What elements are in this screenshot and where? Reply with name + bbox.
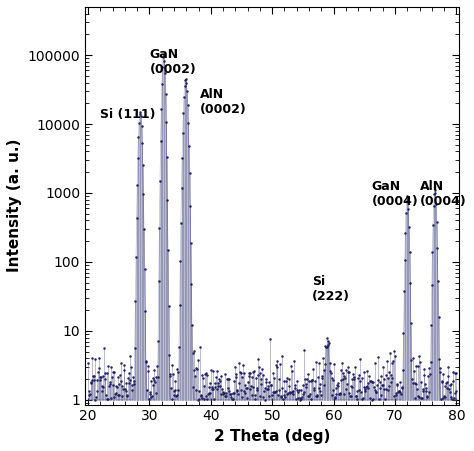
X-axis label: 2 Theta (deg): 2 Theta (deg) — [214, 429, 330, 444]
Text: Si (111): Si (111) — [100, 108, 156, 121]
Y-axis label: Intensity (a. u.): Intensity (a. u.) — [7, 139, 22, 272]
Text: Si
(222): Si (222) — [312, 276, 350, 304]
Text: GaN
(0002): GaN (0002) — [149, 48, 196, 76]
Text: GaN
(0004): GaN (0004) — [372, 180, 419, 208]
Text: AlN
(0004): AlN (0004) — [419, 180, 466, 208]
Text: AlN
(0002): AlN (0002) — [200, 88, 246, 116]
